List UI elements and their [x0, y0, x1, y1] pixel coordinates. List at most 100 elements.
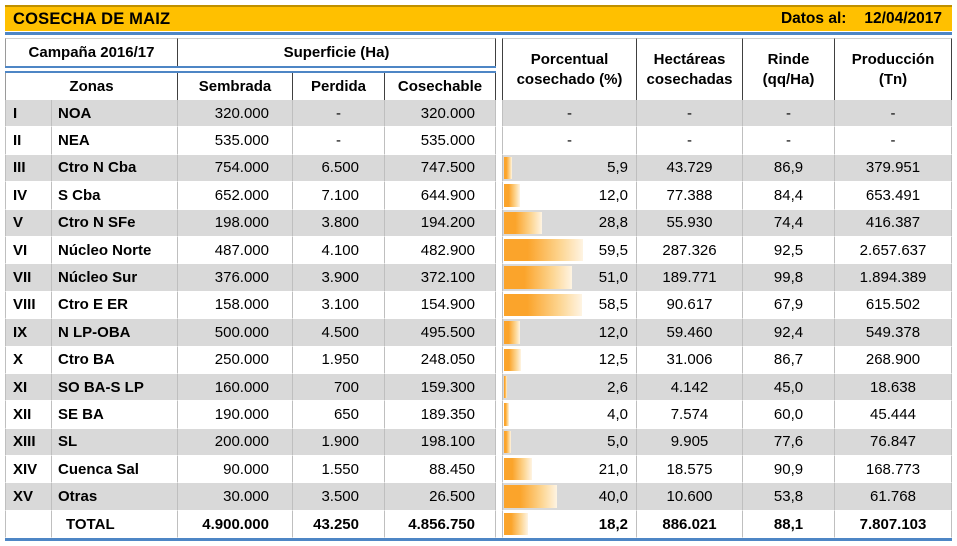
cell-pct[interactable]: 12,0 — [502, 182, 637, 210]
cell-sembrada[interactable]: 250.000 — [178, 346, 293, 374]
cell-cosechable[interactable]: 644.900 — [385, 182, 496, 210]
header-porcentual[interactable]: Porcentual cosechado (%) — [502, 38, 637, 100]
cell-hectareas[interactable]: 886.021 — [637, 510, 743, 539]
cell-sembrada[interactable]: 376.000 — [178, 264, 293, 292]
cell-rinde[interactable]: 77,6 — [743, 428, 835, 457]
cell-rinde[interactable]: 99,8 — [743, 264, 835, 292]
cell-zone[interactable]: Cuenca Sal — [52, 456, 178, 484]
cell-produccion[interactable]: - — [835, 100, 952, 128]
cell-num[interactable] — [5, 510, 52, 539]
cell-cosechable[interactable]: 320.000 — [385, 100, 496, 128]
header-zonas[interactable]: Zonas — [5, 73, 178, 100]
cell-sembrada[interactable]: 90.000 — [178, 456, 293, 484]
cell-cosechable[interactable]: 189.350 — [385, 401, 496, 429]
cell-hectareas[interactable]: 55.930 — [637, 209, 743, 237]
cell-sembrada[interactable]: 500.000 — [178, 319, 293, 347]
header-perdida[interactable]: Perdida — [293, 73, 385, 100]
cell-rinde[interactable]: 74,4 — [743, 209, 835, 237]
cell-perdida[interactable]: 3.500 — [293, 483, 385, 511]
cell-pct[interactable]: - — [502, 100, 637, 128]
cell-cosechable[interactable]: 495.500 — [385, 319, 496, 347]
cell-pct[interactable]: 12,5 — [502, 346, 637, 374]
cell-cosechable[interactable]: 747.500 — [385, 154, 496, 183]
cell-zone[interactable]: NOA — [52, 100, 178, 128]
cell-produccion[interactable]: 549.378 — [835, 319, 952, 347]
cell-sembrada[interactable]: 30.000 — [178, 483, 293, 511]
cell-num[interactable]: VI — [5, 236, 52, 265]
cell-produccion[interactable]: 61.768 — [835, 483, 952, 511]
cell-zone[interactable]: SE BA — [52, 401, 178, 429]
cell-sembrada[interactable]: 487.000 — [178, 236, 293, 265]
cell-perdida[interactable]: 650 — [293, 401, 385, 429]
title-bar[interactable]: COSECHA DE MAIZ Datos al: 12/04/2017 — [5, 5, 952, 31]
cell-cosechable[interactable]: 372.100 — [385, 264, 496, 292]
cell-zone[interactable]: Ctro BA — [52, 346, 178, 374]
cell-pct[interactable]: 18,2 — [502, 510, 637, 539]
cell-rinde[interactable]: 92,5 — [743, 236, 835, 265]
cell-perdida[interactable]: 3.900 — [293, 264, 385, 292]
cell-rinde[interactable]: 45,0 — [743, 373, 835, 402]
cell-perdida[interactable]: 4.100 — [293, 236, 385, 265]
cell-produccion[interactable]: - — [835, 127, 952, 155]
cell-pct[interactable]: 5,9 — [502, 154, 637, 183]
cell-hectareas[interactable]: 77.388 — [637, 182, 743, 210]
cell-produccion[interactable]: 168.773 — [835, 456, 952, 484]
cell-zone[interactable]: S Cba — [52, 182, 178, 210]
cell-pct[interactable]: 58,5 — [502, 291, 637, 320]
cell-num[interactable]: IV — [5, 182, 52, 210]
cell-sembrada[interactable]: 158.000 — [178, 291, 293, 320]
cell-perdida[interactable]: 700 — [293, 373, 385, 402]
cell-pct[interactable]: 2,6 — [502, 373, 637, 402]
cell-sembrada[interactable]: 535.000 — [178, 127, 293, 155]
cell-zone[interactable]: Ctro N SFe — [52, 209, 178, 237]
cell-hectareas[interactable]: 59.460 — [637, 319, 743, 347]
cell-produccion[interactable]: 416.387 — [835, 209, 952, 237]
cell-rinde[interactable]: - — [743, 127, 835, 155]
cell-perdida[interactable]: 6.500 — [293, 154, 385, 183]
cell-hectareas[interactable]: 9.905 — [637, 428, 743, 457]
cell-hectareas[interactable]: 31.006 — [637, 346, 743, 374]
cell-produccion[interactable]: 1.894.389 — [835, 264, 952, 292]
cell-hectareas[interactable]: - — [637, 100, 743, 128]
cell-zone[interactable]: N LP-OBA — [52, 319, 178, 347]
cell-produccion[interactable]: 615.502 — [835, 291, 952, 320]
cell-rinde[interactable]: 86,7 — [743, 346, 835, 374]
cell-pct[interactable]: 28,8 — [502, 209, 637, 237]
cell-sembrada[interactable]: 652.000 — [178, 182, 293, 210]
cell-sembrada[interactable]: 4.900.000 — [178, 510, 293, 539]
cell-produccion[interactable]: 268.900 — [835, 346, 952, 374]
cell-zone[interactable]: Ctro E ER — [52, 291, 178, 320]
cell-rinde[interactable]: 90,9 — [743, 456, 835, 484]
cell-cosechable[interactable]: 194.200 — [385, 209, 496, 237]
cell-sembrada[interactable]: 754.000 — [178, 154, 293, 183]
cell-pct[interactable]: 12,0 — [502, 319, 637, 347]
cell-hectareas[interactable]: 10.600 — [637, 483, 743, 511]
header-superficie-group[interactable]: Superficie (Ha) — [178, 38, 496, 66]
cell-num[interactable]: IX — [5, 319, 52, 347]
cell-pct[interactable]: 51,0 — [502, 264, 637, 292]
cell-perdida[interactable]: 1.900 — [293, 428, 385, 457]
cell-zone[interactable]: TOTAL — [52, 510, 178, 539]
cell-cosechable[interactable]: 248.050 — [385, 346, 496, 374]
cell-pct[interactable]: 59,5 — [502, 236, 637, 265]
cell-cosechable[interactable]: 26.500 — [385, 483, 496, 511]
cell-cosechable[interactable]: 88.450 — [385, 456, 496, 484]
cell-produccion[interactable]: 379.951 — [835, 154, 952, 183]
cell-pct[interactable]: 4,0 — [502, 401, 637, 429]
cell-perdida[interactable]: 7.100 — [293, 182, 385, 210]
cell-cosechable[interactable]: 482.900 — [385, 236, 496, 265]
header-hectareas[interactable]: Hectáreas cosechadas — [637, 38, 743, 100]
cell-produccion[interactable]: 45.444 — [835, 401, 952, 429]
cell-zone[interactable]: NEA — [52, 127, 178, 155]
cell-sembrada[interactable]: 190.000 — [178, 401, 293, 429]
header-cosechable[interactable]: Cosechable — [385, 73, 496, 100]
cell-num[interactable]: VII — [5, 264, 52, 292]
cell-perdida[interactable]: 43.250 — [293, 510, 385, 539]
cell-cosechable[interactable]: 159.300 — [385, 373, 496, 402]
cell-perdida[interactable]: 3.100 — [293, 291, 385, 320]
cell-num[interactable]: V — [5, 209, 52, 237]
header-rinde[interactable]: Rinde (qq/Ha) — [743, 38, 835, 100]
cell-pct[interactable]: 5,0 — [502, 428, 637, 457]
cell-cosechable[interactable]: 198.100 — [385, 428, 496, 457]
cell-hectareas[interactable]: 287.326 — [637, 236, 743, 265]
